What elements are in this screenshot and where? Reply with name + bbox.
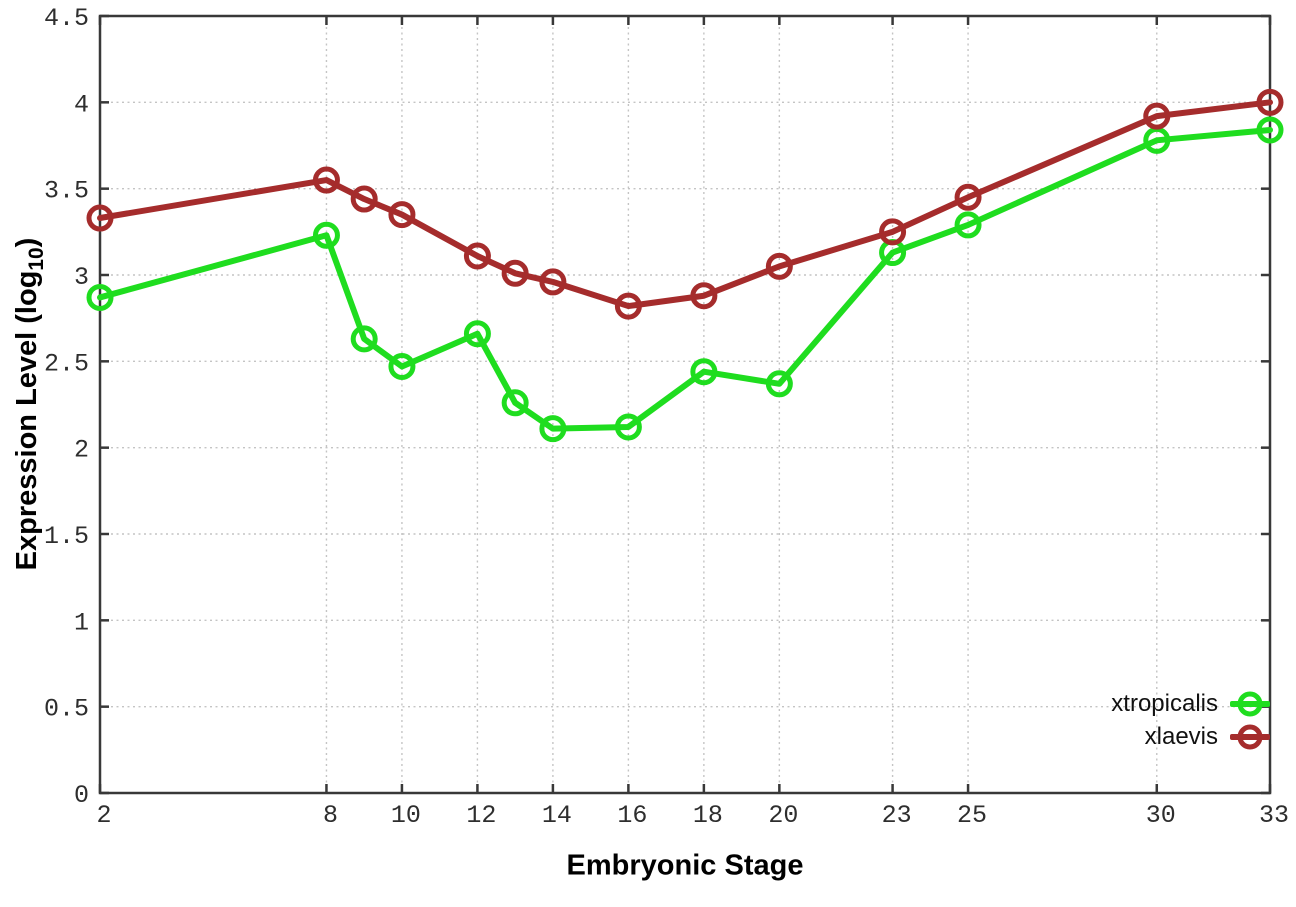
y-tick-label: 0.5 — [44, 695, 89, 724]
data-point-xlaevis-stage-8 — [312, 166, 340, 194]
legend: xtropicalis xlaevis — [1111, 687, 1270, 753]
x-tick-label: 10 — [391, 801, 421, 830]
legend-sample-xtropicalis — [1230, 690, 1270, 718]
data-point-xlaevis-stage-20 — [765, 252, 793, 280]
x-tick-label: 20 — [768, 801, 798, 830]
legend-point-marker-icon — [1237, 691, 1263, 716]
x-tick-label: 14 — [542, 801, 572, 830]
x-tick-label: 25 — [957, 801, 987, 830]
y-axis-title: Expression Level (log10) — [11, 238, 49, 571]
data-point-xlaevis-stage-16 — [614, 292, 642, 320]
y-axis-title-text: Expression Level (log — [11, 270, 44, 571]
data-point-xtropicalis-stage-18 — [690, 358, 718, 386]
data-point-xlaevis-stage-30 — [1143, 102, 1171, 130]
data-point-xlaevis-stage-14 — [539, 268, 567, 296]
y-tick-label: 3.5 — [44, 177, 89, 206]
series-line-xlaevis — [97, 99, 1273, 310]
x-axis-title: Embryonic Stage — [566, 849, 804, 882]
legend-item-xtropicalis: xtropicalis — [1111, 687, 1270, 720]
legend-label-xlaevis: xlaevis — [1144, 722, 1218, 750]
legend-label-xtropicalis: xtropicalis — [1111, 689, 1218, 717]
x-tick-label: 8 — [323, 801, 338, 830]
data-point-xtropicalis-stage-25 — [954, 211, 982, 239]
data-point-xtropicalis-stage-33 — [1256, 116, 1284, 144]
data-point-xlaevis-stage-9 — [350, 185, 378, 213]
data-point-xlaevis-stage-23 — [879, 218, 907, 246]
y-tick-label: 0 — [74, 781, 89, 810]
data-point-xlaevis-stage-10 — [388, 201, 416, 229]
y-axis-title-subscript: 10 — [24, 247, 48, 271]
data-point-xlaevis-stage-25 — [954, 183, 982, 211]
x-tick-label: 23 — [882, 801, 912, 830]
data-point-xtropicalis-stage-16 — [614, 413, 642, 441]
data-point-xlaevis-stage-2 — [86, 204, 114, 232]
data-point-xlaevis-stage-33 — [1256, 88, 1284, 116]
x-tick-label: 33 — [1259, 801, 1289, 830]
x-tick-label: 30 — [1146, 801, 1176, 830]
legend-sample-xlaevis — [1230, 723, 1270, 751]
data-point-xlaevis-stage-18 — [690, 282, 718, 310]
x-tick-label: 18 — [693, 801, 723, 830]
data-point-xtropicalis-stage-2 — [86, 283, 114, 311]
y-tick-label: 3 — [74, 263, 89, 292]
x-tick-label: 16 — [617, 801, 647, 830]
y-tick-label: 2.5 — [44, 349, 89, 378]
data-point-xlaevis-stage-13 — [501, 259, 529, 287]
legend-item-xlaevis: xlaevis — [1145, 720, 1270, 753]
data-point-xtropicalis-stage-20 — [765, 370, 793, 398]
y-tick-label: 4.5 — [44, 4, 89, 33]
plot-border — [98, 14, 1272, 795]
data-point-xtropicalis-stage-14 — [539, 415, 567, 443]
data-point-xlaevis-stage-12 — [463, 242, 491, 270]
data-point-xtropicalis-stage-13 — [501, 389, 529, 417]
legend-point-marker-icon — [1237, 724, 1263, 749]
data-point-xtropicalis-stage-10 — [388, 353, 416, 381]
y-tick-label: 1.5 — [44, 522, 89, 551]
x-tick-label: 12 — [466, 801, 496, 830]
series-line-xtropicalis — [97, 126, 1273, 432]
y-tick-label: 4 — [74, 90, 89, 119]
data-point-xtropicalis-stage-8 — [312, 221, 340, 249]
data-point-xtropicalis-stage-12 — [463, 320, 491, 348]
x-tick-label: 2 — [96, 801, 111, 830]
y-tick-label: 2 — [74, 436, 89, 465]
y-axis-title-suffix: ) — [11, 237, 44, 248]
data-point-xtropicalis-stage-9 — [350, 325, 378, 353]
y-tick-label: 1 — [74, 608, 89, 637]
